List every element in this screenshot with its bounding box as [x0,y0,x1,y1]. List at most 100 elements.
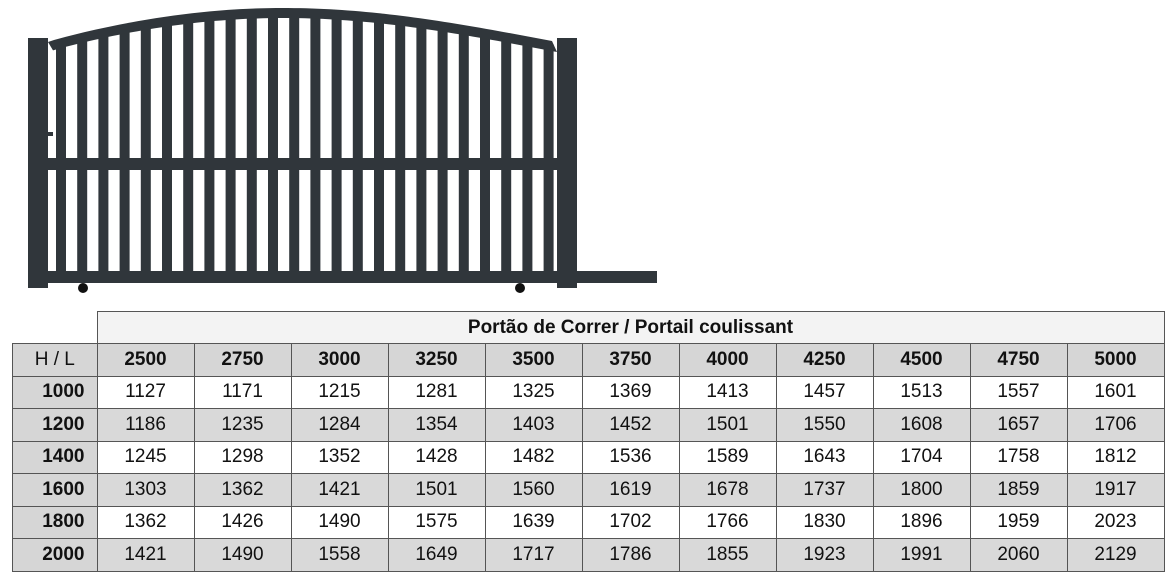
price-cell: 1560 [484,473,583,507]
price-cell: 1325 [484,375,583,409]
table-row: 1200 1186 1235 1284 1354 1403 1452 1501 1550 1608… [12,408,1165,442]
price-cell: 1859 [969,473,1068,507]
price-cell: 2023 [1066,505,1165,539]
width-header: 4500 [872,343,971,377]
price-cell: 1303 [96,473,195,507]
price-cell: 1536 [581,440,680,474]
price-cell: 1352 [290,440,389,474]
price-cell: 1501 [387,473,486,507]
gate-wheel [515,283,525,293]
price-cell: 1855 [678,538,777,572]
price-cell: 1369 [581,375,680,409]
price-cell: 1917 [1066,473,1165,507]
gate-bottom-rail [48,271,657,283]
gate-picket [268,12,278,280]
price-cell: 1550 [775,408,874,442]
table-row: 1800 1362 1426 1490 1575 1639 1702 1766 1830 1896… [12,505,1165,539]
price-cell: 1426 [193,505,292,539]
gate-picket [98,31,109,281]
price-cell: 1589 [678,440,777,474]
empty-corner [12,311,97,344]
gate-picket [183,17,194,280]
gate-left-post [28,38,48,288]
price-cell: 1490 [290,505,389,539]
width-header: 4750 [969,343,1068,377]
table-row: 1000 1127 1171 1215 1281 1325 1369 1413 1457 1513… [12,375,1165,409]
price-cell: 1421 [96,538,195,572]
price-cell: 1245 [96,440,195,474]
price-cell: 1215 [290,375,389,409]
price-cell: 1657 [969,408,1068,442]
table-row: 1400 1245 1298 1352 1428 1482 1536 1589 1643 1704… [12,440,1165,474]
width-header: 2750 [193,343,292,377]
price-cell: 1490 [193,538,292,572]
price-table: Portão de Correr / Portail coulissant H … [12,311,1165,572]
gate-picket [458,29,469,280]
price-cell: 1186 [96,408,195,442]
gate-picket [310,12,321,281]
price-cell: 1171 [193,375,292,409]
width-header: 3500 [484,343,583,377]
price-cell: 1235 [193,408,292,442]
price-cell: 1786 [581,538,680,572]
price-cell: 1362 [193,473,292,507]
height-header: 2000 [12,538,98,572]
width-header: 4000 [678,343,777,377]
price-cell: 1608 [872,408,971,442]
price-cell: 1717 [484,538,583,572]
gate-picket [416,22,427,280]
table-title: Portão de Correr / Portail coulissant [96,311,1165,344]
gate-picket [374,17,384,281]
corner-label: H / L [12,343,98,377]
gate-middle-rail [48,158,557,170]
price-cell: 1457 [775,375,874,409]
price-cell: 1558 [290,538,389,572]
width-header-row: H / L 2500 2750 3000 3250 3500 3750 4000 4250 45… [12,343,1165,377]
gate-top-rail [48,8,557,53]
price-cell: 1766 [678,505,777,539]
price-cell: 1403 [484,408,583,442]
price-cell: 1758 [969,440,1068,474]
price-cell: 1601 [1066,375,1165,409]
width-header: 2500 [96,343,195,377]
price-cell: 1639 [484,505,583,539]
price-cell: 2060 [969,538,1068,572]
price-cell: 1830 [775,505,874,539]
price-cell: 1354 [387,408,486,442]
price-cell: 1706 [1066,408,1165,442]
gate-picket [480,32,490,281]
height-header: 1200 [12,408,98,442]
price-cell: 1959 [969,505,1068,539]
width-header: 3250 [387,343,486,377]
height-header: 1600 [12,473,98,507]
price-cell: 1649 [387,538,486,572]
price-cell: 1284 [290,408,389,442]
price-cell: 1127 [96,375,195,409]
gate-picket [119,27,130,280]
price-cell: 1281 [387,375,486,409]
price-cell: 1575 [387,505,486,539]
width-header: 3750 [581,343,680,377]
gate-picket [140,23,151,281]
table-row: 1600 1303 1362 1421 1501 1560 1619 1678 1737 1800… [12,473,1165,507]
gate-picket [162,20,172,280]
gate-picket [246,12,257,281]
price-cell: 1482 [484,440,583,474]
price-cell: 1557 [969,375,1068,409]
price-cell: 1643 [775,440,874,474]
gate-wheel [78,283,88,293]
gate-picket [204,15,215,281]
price-cell: 1702 [581,505,680,539]
gate-picket [225,13,236,281]
price-cell: 1923 [775,538,874,572]
price-cell: 1678 [678,473,777,507]
gate-picket [395,19,406,281]
price-cell: 1421 [290,473,389,507]
height-header: 1800 [12,505,98,539]
price-cell: 1619 [581,473,680,507]
sliding-gate-image [28,8,657,293]
gate-picket [331,13,342,281]
gate-handle [33,132,53,136]
price-cell: 2129 [1066,538,1165,572]
price-cell: 1737 [775,473,874,507]
